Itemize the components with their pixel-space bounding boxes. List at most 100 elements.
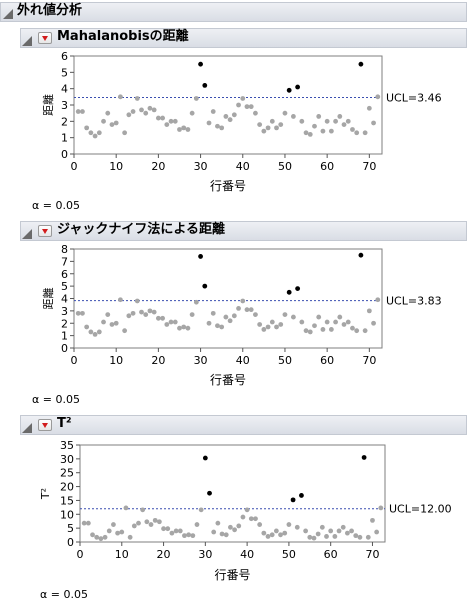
t2-header[interactable] [20,415,467,435]
data-point [345,319,351,325]
section-title: ジャックナイフ法による距離 [57,222,225,237]
y-axis-label: 距離 [41,288,55,310]
data-point [75,109,81,114]
data-point [278,532,283,538]
data-point [307,534,313,540]
data-point [232,527,237,533]
data-point [151,309,157,315]
data-point [106,528,112,534]
x-tick-label: 40 [236,160,250,173]
disclosure-triangle-icon[interactable] [22,225,34,239]
data-point [105,312,111,317]
data-point [244,104,250,110]
red-triangle-menu-icon[interactable] [38,32,52,44]
data-point [98,536,104,542]
data-point [303,528,309,534]
y-tick-label: 30 [60,453,74,466]
data-point [115,530,121,536]
data-point [189,312,195,317]
data-point [168,319,174,325]
disclosure-triangle-icon[interactable] [22,419,34,433]
data-point [228,524,233,530]
ucl-label: UCL=12.00 [389,503,452,516]
y-tick-label: 0 [61,342,68,355]
data-point [269,118,275,124]
data-point [90,532,95,538]
data-point [350,325,355,331]
data-point [165,526,171,532]
y-tick-label: 0 [61,148,68,161]
data-point [96,329,102,335]
data-point [123,505,129,511]
disclosure-triangle-icon[interactable] [22,32,34,46]
plot-frame [79,444,386,543]
x-tick-label: 10 [109,160,123,173]
alpha-label: α = 0.05 [32,199,80,212]
data-point [215,123,220,129]
data-point [307,132,313,137]
data-point [84,125,90,131]
data-point [236,102,241,108]
data-point [324,319,330,325]
data-point [340,524,346,530]
data-point [186,532,192,538]
x-tick-label: 60 [320,160,334,173]
report-title: 外れ値分析 [17,3,83,18]
data-point [185,325,191,331]
x-tick-label: 40 [240,548,254,561]
data-point [350,127,355,132]
data-point [316,114,322,119]
data-point [206,320,212,326]
y-tick-label: 3 [61,305,68,318]
data-point [168,118,174,124]
data-point [181,125,187,131]
x-axis-label: 行番号 [210,179,246,193]
data-point [274,125,279,131]
data-point [152,517,158,523]
outlier-point [198,254,203,259]
data-point [366,308,372,314]
data-point [147,105,153,111]
data-point [126,313,132,319]
data-point [215,323,220,329]
data-point [278,122,284,127]
data-point [92,133,98,139]
data-point [155,315,161,321]
y-tick-label: 6 [61,268,68,281]
data-point [312,123,317,129]
y-tick-label: 6 [61,50,68,63]
data-point [105,110,111,116]
data-point [156,519,162,525]
data-point [134,96,140,101]
data-point [126,112,132,118]
data-point [353,533,359,539]
data-point [92,331,98,337]
disclosure-triangle-icon[interactable] [3,5,15,19]
red-triangle-menu-icon[interactable] [38,419,52,431]
data-point [223,532,229,538]
y-tick-label: 20 [60,481,74,494]
x-tick-label: 20 [151,160,165,173]
data-point [345,118,351,124]
x-tick-label: 10 [115,548,129,561]
x-tick-label: 0 [77,548,84,561]
data-point [194,522,200,527]
data-point [315,531,321,537]
data-point [261,530,267,536]
data-point [219,125,225,131]
data-point [190,533,196,539]
y-axis-label: T² [39,488,52,500]
red-triangle-menu-icon[interactable] [38,225,52,237]
data-point [169,530,175,536]
outlier-point [286,87,292,93]
data-point [319,524,325,530]
x-tick-label: 50 [278,160,292,173]
data-point [101,118,106,124]
y-tick-label: 3 [61,99,68,112]
data-point [111,522,116,527]
y-tick-label: 8 [61,243,68,256]
data-point [362,130,368,136]
x-tick-label: 30 [198,548,212,561]
data-point [231,112,237,118]
data-point [253,110,258,116]
